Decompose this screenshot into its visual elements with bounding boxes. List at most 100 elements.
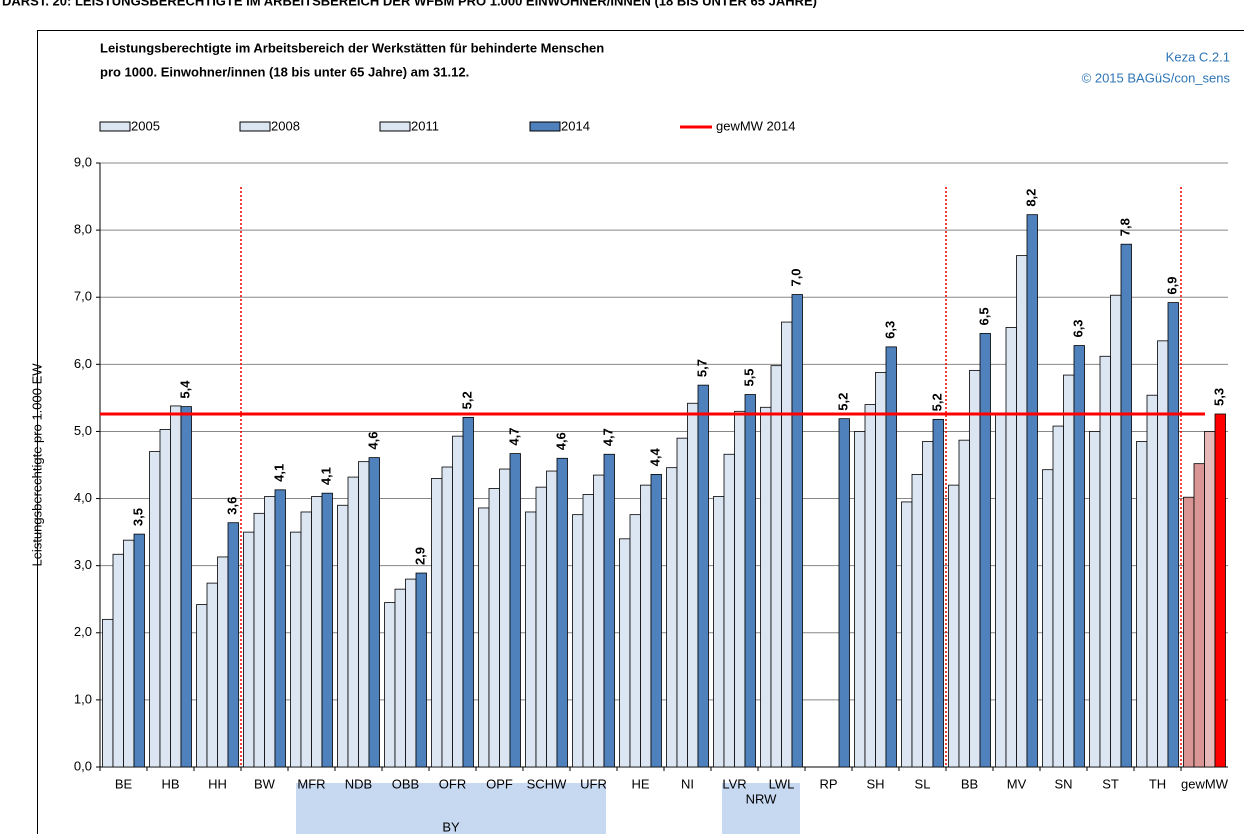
bar xyxy=(791,294,803,768)
bar xyxy=(123,539,135,768)
data-label: 7,8 xyxy=(1118,218,1133,236)
data-label: 6,3 xyxy=(883,321,898,339)
y-axis-label: Leistungsberechtigte pro 1.000 EW xyxy=(29,363,44,567)
y-tick-label: 1,0 xyxy=(74,691,92,706)
bar xyxy=(1073,345,1085,768)
legend-swatch xyxy=(99,121,131,132)
x-tick-label: SH xyxy=(866,776,884,791)
bar xyxy=(394,588,406,768)
data-label: 3,6 xyxy=(225,497,240,515)
x-tick-label: MV xyxy=(1007,776,1027,791)
bar xyxy=(1157,340,1169,768)
bar xyxy=(572,514,584,768)
x-tick-label: RP xyxy=(819,776,837,791)
data-label: 4,7 xyxy=(601,428,616,446)
chart-title: pro 1000. Einwohner/innen (18 bis unter … xyxy=(100,64,469,79)
data-label: 5,3 xyxy=(1212,388,1227,406)
data-label: 4,1 xyxy=(272,464,287,482)
bar xyxy=(922,441,934,768)
data-label: 6,3 xyxy=(1071,319,1086,337)
bar xyxy=(337,504,349,768)
bar xyxy=(969,369,981,768)
bar xyxy=(1016,255,1028,768)
bar xyxy=(347,476,359,768)
legend-label: 2011 xyxy=(411,118,439,133)
bar xyxy=(217,556,229,768)
y-tick-label: 0,0 xyxy=(74,758,92,773)
x-tick-label: SN xyxy=(1054,776,1072,791)
x-tick-label: NI xyxy=(681,776,694,791)
bar xyxy=(1099,355,1111,768)
x-tick-label: HB xyxy=(161,776,179,791)
bar xyxy=(1042,469,1054,768)
bar xyxy=(911,473,923,768)
bar xyxy=(1089,431,1101,768)
bar xyxy=(1183,496,1195,768)
data-label: 5,7 xyxy=(695,359,710,377)
bar xyxy=(368,457,380,768)
bar xyxy=(149,451,161,768)
bar xyxy=(206,582,218,768)
bar xyxy=(744,394,756,768)
bar xyxy=(864,404,876,768)
x-tick-label: UFR xyxy=(580,776,607,791)
bar xyxy=(1005,327,1017,768)
bar xyxy=(582,494,594,768)
x-tick-label: BB xyxy=(961,776,978,791)
data-label: 4,1 xyxy=(319,467,334,485)
y-tick-label: 8,0 xyxy=(74,222,92,237)
bar xyxy=(462,416,474,768)
bar xyxy=(431,478,443,768)
bar xyxy=(885,346,897,768)
bar xyxy=(629,514,641,768)
bar xyxy=(180,406,192,768)
bar xyxy=(854,431,866,768)
bar xyxy=(760,406,772,768)
bar xyxy=(1136,441,1148,768)
bar xyxy=(384,602,396,768)
bar xyxy=(133,533,145,768)
bar xyxy=(159,429,171,768)
bar xyxy=(253,512,265,768)
x-tick-label: LWL xyxy=(769,776,795,791)
bar xyxy=(1167,302,1179,768)
bar xyxy=(948,484,960,768)
bar xyxy=(958,439,970,768)
bar xyxy=(478,507,490,768)
group-label: BY xyxy=(442,819,460,834)
bar xyxy=(1026,214,1038,768)
bar xyxy=(1146,394,1158,768)
x-tick-label: TH xyxy=(1149,776,1166,791)
source: © 2015 BAGüS/con_sens xyxy=(1082,70,1231,85)
bar xyxy=(603,453,615,768)
y-tick-label: 5,0 xyxy=(74,423,92,438)
x-tick-label: BE xyxy=(115,776,133,791)
data-label: 3,5 xyxy=(131,508,146,526)
bar xyxy=(875,371,887,768)
bar xyxy=(405,578,417,768)
bar xyxy=(713,496,725,768)
bar xyxy=(556,457,568,768)
x-tick-label: MFR xyxy=(297,776,325,791)
bar xyxy=(901,501,913,768)
bar xyxy=(1120,243,1132,768)
bar xyxy=(300,511,312,768)
bar xyxy=(697,384,709,768)
bar xyxy=(1193,463,1205,768)
bar xyxy=(321,492,333,768)
bar xyxy=(734,410,746,768)
bar xyxy=(593,474,605,768)
bar xyxy=(666,467,678,768)
bar xyxy=(264,496,276,768)
bar xyxy=(525,511,537,768)
bar xyxy=(196,604,208,768)
y-tick-label: 2,0 xyxy=(74,624,92,639)
x-tick-label: OBB xyxy=(392,776,419,791)
bar xyxy=(723,453,735,768)
bar xyxy=(509,453,521,768)
data-label: 4,4 xyxy=(648,448,663,467)
x-tick-label: HE xyxy=(631,776,649,791)
y-tick-label: 3,0 xyxy=(74,557,92,572)
data-label: 5,5 xyxy=(742,368,757,386)
